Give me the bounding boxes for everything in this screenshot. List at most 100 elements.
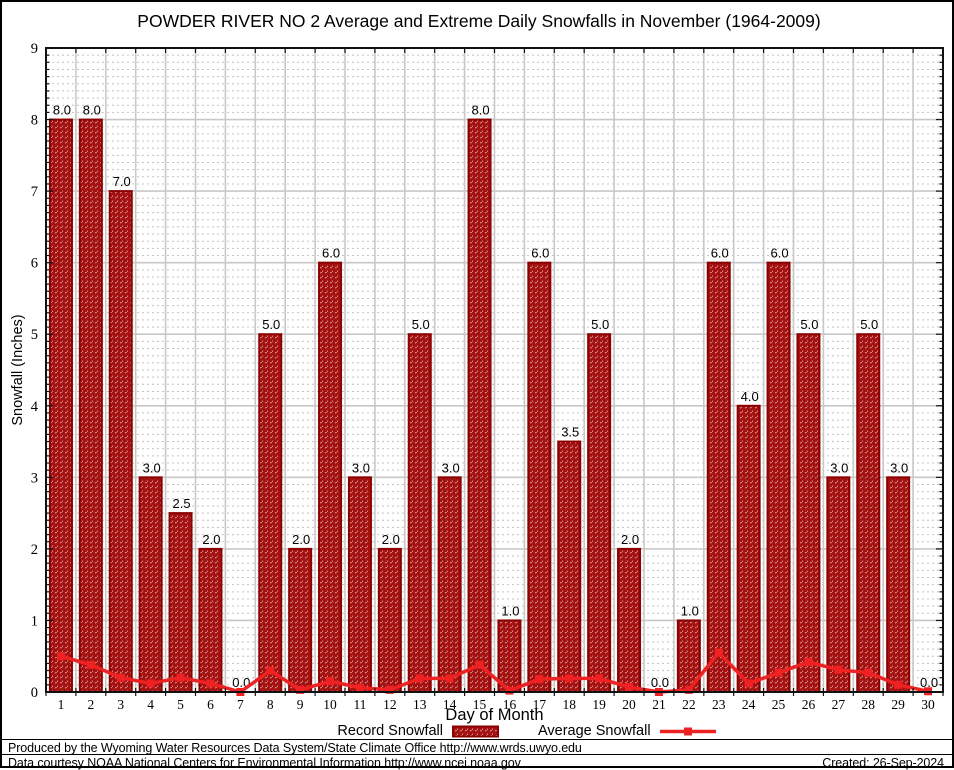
svg-text:2.0: 2.0: [382, 532, 400, 547]
svg-text:13: 13: [413, 697, 427, 712]
svg-text:8: 8: [267, 697, 274, 712]
bar-day-11: [347, 476, 372, 694]
legend: Record Snowfall Average Snowfall: [2, 723, 954, 739]
svg-text:26: 26: [802, 697, 816, 712]
svg-text:30: 30: [921, 697, 935, 712]
svg-text:14: 14: [443, 697, 457, 712]
svg-text:0: 0: [31, 685, 38, 701]
svg-text:25: 25: [772, 697, 786, 712]
svg-text:6.0: 6.0: [771, 246, 789, 261]
x-axis-label: Day of Month: [445, 706, 544, 724]
bar-day-17: [527, 261, 552, 693]
svg-text:3.0: 3.0: [890, 460, 908, 475]
bar-day-27: [826, 476, 851, 694]
svg-text:8: 8: [31, 113, 38, 129]
svg-text:9: 9: [31, 41, 38, 57]
svg-text:6: 6: [207, 697, 214, 712]
svg-text:5.0: 5.0: [860, 317, 878, 332]
svg-text:12: 12: [383, 697, 397, 712]
legend-record-label: Record Snowfall: [337, 723, 443, 739]
x-tick-labels: 1 2 3 4 5 6 7 8 9 10 11 12 13 14 15 16 17 18 19 20 21 22 23 24 2…: [58, 697, 935, 712]
bar-day-3: [108, 190, 133, 693]
svg-text:6.0: 6.0: [711, 246, 729, 261]
svg-text:0.0: 0.0: [920, 675, 938, 690]
bar-day-15: [467, 118, 492, 694]
svg-text:5.0: 5.0: [412, 317, 430, 332]
svg-text:6.0: 6.0: [322, 246, 340, 261]
svg-text:4.0: 4.0: [741, 389, 759, 404]
bar-day-1: [48, 118, 73, 694]
svg-text:24: 24: [742, 697, 756, 712]
legend-average-label: Average Snowfall: [537, 723, 651, 739]
svg-text:3.0: 3.0: [442, 460, 460, 475]
svg-text:3: 3: [31, 470, 38, 486]
svg-text:4: 4: [31, 399, 39, 415]
svg-text:21: 21: [652, 697, 666, 712]
record-snowfall-bars: [48, 118, 911, 694]
svg-text:20: 20: [622, 697, 636, 712]
svg-text:3.0: 3.0: [143, 460, 161, 475]
svg-text:3: 3: [117, 697, 124, 712]
bar-day-10: [318, 261, 343, 693]
bar-day-9: [288, 547, 313, 694]
svg-text:5.0: 5.0: [800, 317, 818, 332]
svg-text:9: 9: [297, 697, 304, 712]
svg-text:2: 2: [31, 542, 38, 558]
credit-line-1: Produced by the Wyoming Water Resources …: [8, 741, 582, 755]
separator-line: [2, 739, 954, 740]
bar-day-18: [557, 440, 582, 693]
grid-major: [47, 49, 942, 691]
bar-day-5: [168, 512, 193, 693]
svg-text:17: 17: [533, 697, 547, 712]
svg-text:2.0: 2.0: [202, 532, 220, 547]
svg-text:28: 28: [862, 697, 876, 712]
svg-text:8.0: 8.0: [83, 103, 101, 118]
svg-text:6: 6: [31, 256, 38, 272]
chart-title: POWDER RIVER NO 2 Average and Extreme Da…: [137, 11, 821, 31]
svg-text:7: 7: [237, 697, 244, 712]
average-snowfall-swatch-icon: [659, 727, 716, 735]
svg-text:11: 11: [353, 697, 366, 712]
created-date: Created: 26-Sep-2024: [822, 756, 944, 770]
svg-text:18: 18: [563, 697, 577, 712]
bar-day-28: [856, 333, 881, 693]
svg-text:2.0: 2.0: [292, 532, 310, 547]
credit-line-2: Data courtesy NOAA National Centers for …: [8, 756, 521, 770]
svg-text:2.0: 2.0: [621, 532, 639, 547]
record-snowfall-swatch-icon: [451, 725, 499, 737]
bar-day-16: [497, 619, 522, 694]
bar-day-19: [587, 333, 612, 693]
average-snowfall-line: [60, 650, 929, 694]
svg-text:16: 16: [503, 697, 517, 712]
svg-text:22: 22: [682, 697, 696, 712]
svg-text:3.5: 3.5: [561, 425, 579, 440]
svg-text:2.5: 2.5: [173, 496, 191, 511]
svg-text:6.0: 6.0: [531, 246, 549, 261]
bar-day-25: [766, 261, 791, 693]
svg-text:7: 7: [31, 184, 38, 200]
svg-text:5.0: 5.0: [262, 317, 280, 332]
bar-day-29: [886, 476, 911, 694]
bar-day-2: [78, 118, 103, 694]
bar-day-23: [706, 261, 731, 693]
svg-text:15: 15: [473, 697, 487, 712]
svg-text:1: 1: [58, 697, 65, 712]
svg-text:29: 29: [891, 697, 905, 712]
separator-line: [2, 754, 954, 755]
svg-text:5: 5: [31, 327, 38, 343]
bar-day-14: [437, 476, 462, 694]
svg-text:7.0: 7.0: [113, 174, 131, 189]
y-tick-labels: 0 1 2 3 4 5 6 7 8 9: [31, 41, 39, 701]
bar-value-labels: 8.0 8.0 7.0 3.0 2.5 2.0 0.0 5.0 2.0 6.0 3.0 2.0 5.0 3…: [53, 103, 938, 690]
svg-text:1.0: 1.0: [681, 603, 699, 618]
svg-text:19: 19: [592, 697, 606, 712]
bar-day-6: [198, 547, 223, 694]
svg-text:4: 4: [147, 697, 154, 712]
svg-text:3.0: 3.0: [352, 460, 370, 475]
svg-text:27: 27: [832, 697, 846, 712]
bar-day-24: [736, 404, 761, 693]
svg-text:3.0: 3.0: [830, 460, 848, 475]
